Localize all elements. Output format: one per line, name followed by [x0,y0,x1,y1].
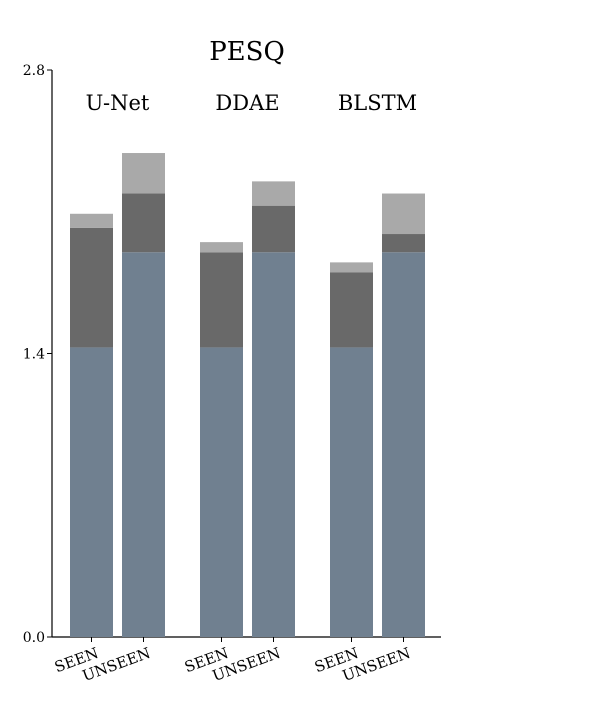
bar-segment [200,242,243,253]
group-label: BLSTM [338,91,417,115]
bar-segment [252,205,295,253]
group-label: U-Net [86,91,150,115]
group-label: DDAE [215,91,279,115]
bar-segment [330,272,373,348]
bar-segment [200,347,243,637]
bar-segment [70,213,113,228]
bar-segment [330,262,373,273]
y-tick-label: 1.4 [23,347,45,363]
bar-segment [330,347,373,637]
bar-segment [200,252,243,348]
bar-segment [252,252,295,637]
bar-segment [122,153,165,194]
y-tick-label: 0.0 [23,630,45,646]
bar-segment [70,227,113,348]
bar-segment [382,234,425,253]
bar-segment [252,181,295,206]
bar-segment [122,193,165,253]
bar-segment [122,252,165,637]
chart-title: PESQ [209,37,285,67]
y-tick-label: 2.8 [23,63,45,79]
bar-segment [382,193,425,235]
bar-segment [382,252,425,637]
bar-segment [70,347,113,637]
